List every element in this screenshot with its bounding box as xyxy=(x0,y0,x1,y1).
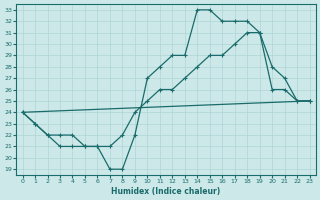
X-axis label: Humidex (Indice chaleur): Humidex (Indice chaleur) xyxy=(111,187,221,196)
